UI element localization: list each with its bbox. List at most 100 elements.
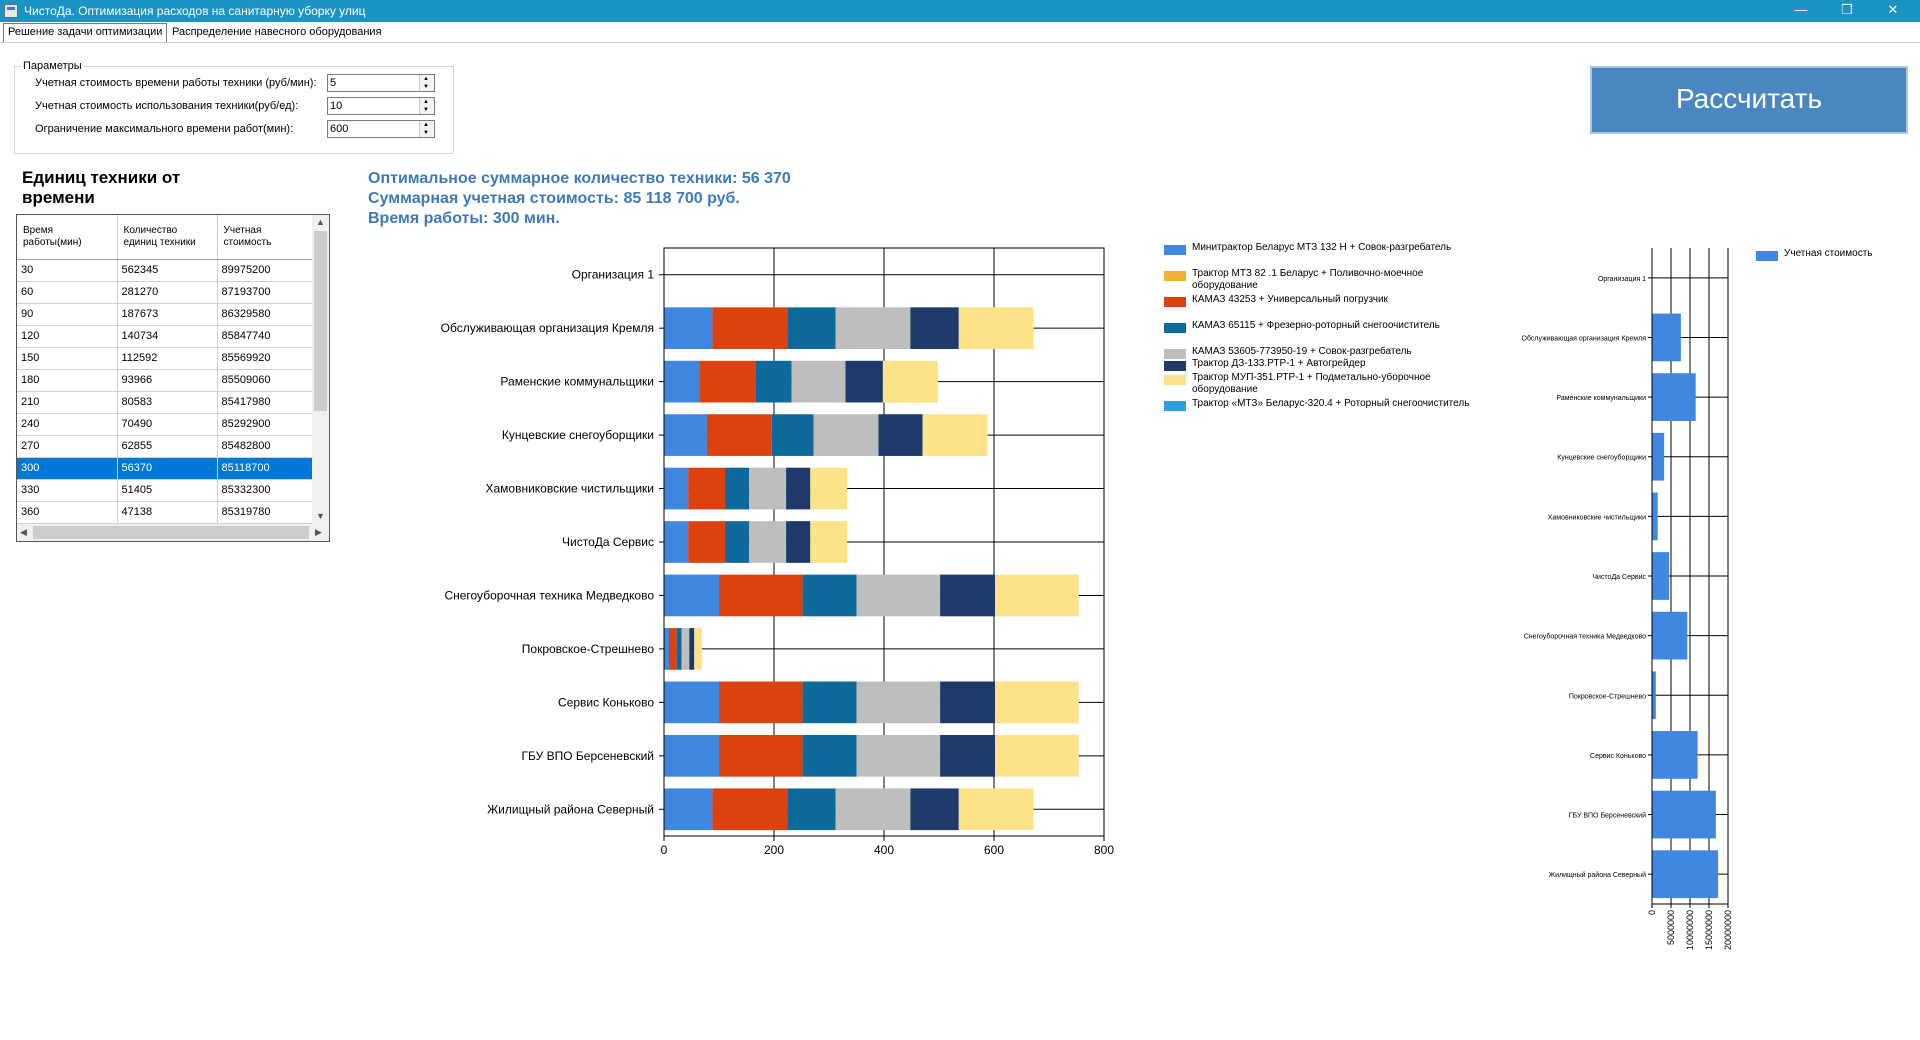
table-row[interactable]: 60 281270 87193700 <box>17 281 314 304</box>
table-row[interactable]: 150 112592 85569920 <box>17 347 314 370</box>
table-cell: 85482800 <box>217 435 314 458</box>
legend-swatch <box>1164 349 1186 359</box>
grid-vertical-scrollbar[interactable]: ▲ ▼ <box>312 215 329 525</box>
bar-segment <box>664 521 689 563</box>
spinner-arrows-icon[interactable]: ▲ ▼ <box>419 98 434 114</box>
maximize-icon[interactable]: ❐ <box>1841 2 1853 17</box>
category-label: Покровское-Стрешнево <box>522 642 655 656</box>
table-cell: 140734 <box>117 325 218 348</box>
calculate-button[interactable]: Рассчитать <box>1590 66 1908 134</box>
app-icon <box>4 4 18 18</box>
bar-segment <box>786 467 811 510</box>
plot-frame <box>663 247 1105 837</box>
scroll-thumb[interactable] <box>33 526 309 539</box>
table-cell: 562345 <box>117 259 218 282</box>
legend-item: Учетная стоимость <box>1756 248 1916 262</box>
summary-count: Оптимальное суммарное количество техники… <box>368 170 791 187</box>
x-tick-label: 5000000 <box>1666 910 1676 945</box>
param-usage-cost-value: 10 <box>330 100 343 112</box>
param-max-time-label: Ограничение максимального времени работ(… <box>35 123 294 135</box>
param-usage-cost-input[interactable]: 10 ▲ ▼ <box>327 97 435 115</box>
table-row[interactable]: 180 93966 85509060 <box>17 369 314 392</box>
spinner-arrows-icon[interactable]: ▲ ▼ <box>419 75 434 91</box>
table-cell: 30 <box>17 259 118 282</box>
scroll-thumb[interactable] <box>314 231 327 411</box>
cost-bar <box>1652 731 1698 779</box>
table-cell: 93966 <box>117 369 218 392</box>
table-row[interactable]: 30 562345 89975200 <box>17 259 314 282</box>
category-label: Организация 1 <box>1598 276 1646 283</box>
param-max-time-input[interactable]: 600 ▲ ▼ <box>327 120 435 138</box>
legend-label: Трактор ДЗ-133.РТР-1 + Автогрейдер <box>1192 358 1366 369</box>
cost-bar <box>1652 432 1665 481</box>
table-row[interactable]: 360 47138 85319780 <box>17 501 314 524</box>
table-cell: 85319780 <box>217 501 314 524</box>
bar-segment <box>664 788 713 831</box>
table-row[interactable]: 120 140734 85847740 <box>17 325 314 348</box>
table-row[interactable]: 300 56370 85118700 <box>17 457 314 480</box>
grid-header-time[interactable]: Время работы(мин) <box>17 215 118 260</box>
table-row[interactable]: 90 187673 86329580 <box>17 303 314 326</box>
legend-label: Трактор МТЗ 82 .1 Беларус + Поливочно-мо… <box>1192 268 1424 291</box>
bar-segment <box>802 734 857 777</box>
legend-swatch <box>1164 323 1186 333</box>
table-row[interactable]: 210 80583 85417980 <box>17 391 314 414</box>
bar-segment <box>749 467 787 510</box>
bar-segment <box>995 734 1079 777</box>
bar-segment <box>664 574 719 617</box>
results-grid[interactable]: Время работы(мин) Количество единиц техн… <box>16 214 330 542</box>
table-cell: 62855 <box>117 435 218 458</box>
bar-segment <box>813 414 879 456</box>
bar-segment <box>712 307 788 350</box>
grid-header-count[interactable]: Количество единиц техники <box>117 215 218 260</box>
table-cell: 330 <box>17 479 118 502</box>
table-cell: 120 <box>17 325 118 348</box>
cost-bar <box>1652 373 1696 421</box>
legend-swatch <box>1164 375 1186 385</box>
bar-segment <box>664 628 669 670</box>
x-tick-label: 20000000 <box>1723 910 1733 950</box>
tab-equipment-distribution[interactable]: Распределение навесного оборудования <box>172 26 382 38</box>
table-row[interactable]: 330 51405 85332300 <box>17 479 314 502</box>
title-bar: ЧистоДа. Оптимизация расходов на санитар… <box>0 0 1920 22</box>
category-label: ЧистоДа Сервис <box>1592 574 1646 581</box>
tab-optimization[interactable]: Решение задачи оптимизации <box>3 23 168 42</box>
bar-segment <box>755 360 792 403</box>
scroll-left-icon[interactable]: ◀ <box>20 527 27 537</box>
scroll-up-icon[interactable]: ▲ <box>316 217 325 227</box>
table-cell: 86329580 <box>217 303 314 326</box>
legend-label: Трактор «МТЗ» Беларус-320.4 + Роторный с… <box>1192 398 1470 409</box>
scroll-right-icon[interactable]: ▶ <box>315 527 322 537</box>
grid-horizontal-scrollbar[interactable]: ◀ ▶ <box>17 524 329 541</box>
cost-bar <box>1652 671 1656 720</box>
x-tick-label: 600 <box>984 843 1004 857</box>
table-cell: 85118700 <box>217 457 314 480</box>
table-cell: 85847740 <box>217 325 314 348</box>
bar-segment <box>856 574 941 617</box>
bar-segment <box>664 734 719 777</box>
cost-bar <box>1652 850 1719 899</box>
category-label: Обслуживающая организация Кремля <box>441 321 654 335</box>
param-time-cost-input[interactable]: 5 ▲ ▼ <box>327 74 435 92</box>
table-row[interactable]: 240 70490 85292900 <box>17 413 314 436</box>
scroll-down-icon[interactable]: ▼ <box>316 511 325 521</box>
legend-swatch <box>1164 245 1186 255</box>
table-cell: 60 <box>17 281 118 304</box>
x-tick-label: 0 <box>661 843 668 857</box>
category-label: Сервис Коньково <box>558 695 654 709</box>
table-cell: 70490 <box>117 413 218 436</box>
close-icon[interactable]: ✕ <box>1887 2 1899 17</box>
table-row[interactable]: 270 62855 85482800 <box>17 435 314 458</box>
bar-segment <box>910 307 959 350</box>
bar-segment <box>882 360 938 403</box>
table-cell: 270 <box>17 435 118 458</box>
legend-label: Минитрактор Беларус МТЗ 132 Н + Совок-ра… <box>1192 242 1452 253</box>
grid-header-cost[interactable]: Учетная стоимость <box>217 215 314 260</box>
table-cell: 300 <box>17 457 118 480</box>
bar-segment <box>856 681 941 724</box>
spinner-arrows-icon[interactable]: ▲ ▼ <box>419 121 434 137</box>
bar-segment <box>681 628 690 670</box>
cost-bar <box>1652 552 1670 600</box>
table-cell: 150 <box>17 347 118 370</box>
minimize-icon[interactable]: — <box>1794 2 1808 17</box>
